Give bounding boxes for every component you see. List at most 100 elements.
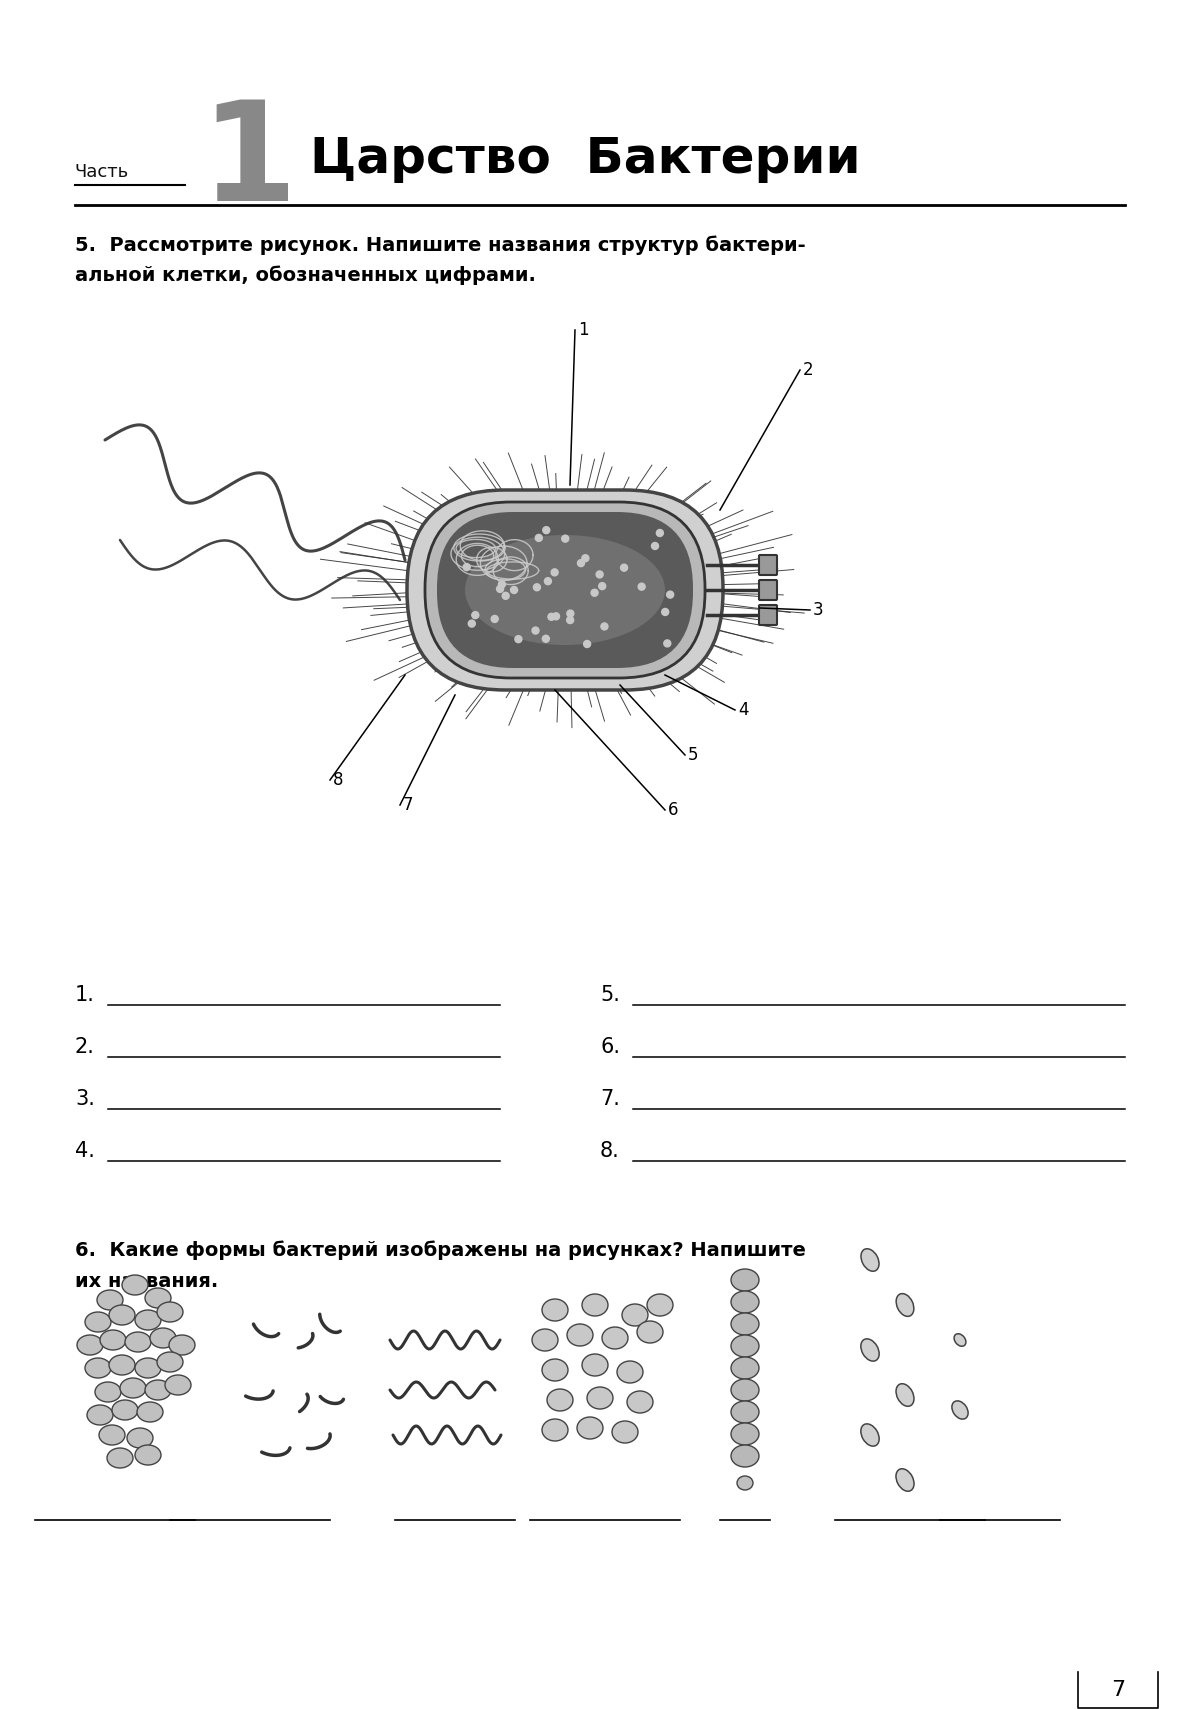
Ellipse shape	[731, 1335, 760, 1357]
Circle shape	[656, 530, 664, 537]
Circle shape	[667, 591, 673, 598]
Ellipse shape	[88, 1405, 113, 1425]
Text: 8: 8	[334, 771, 343, 790]
Text: 5.: 5.	[600, 984, 620, 1005]
Circle shape	[551, 569, 558, 576]
Ellipse shape	[860, 1338, 880, 1360]
Text: 6: 6	[668, 802, 678, 819]
Text: 3: 3	[814, 602, 823, 619]
Ellipse shape	[120, 1377, 146, 1398]
Text: Часть: Часть	[74, 162, 130, 181]
Ellipse shape	[860, 1424, 880, 1446]
Text: 7.: 7.	[600, 1089, 620, 1109]
Circle shape	[515, 636, 522, 643]
Ellipse shape	[602, 1326, 628, 1348]
Circle shape	[592, 590, 598, 596]
Text: 6.  Какие формы бактерий изображены на рисунках? Напишите: 6. Какие формы бактерий изображены на ри…	[74, 1241, 806, 1260]
Ellipse shape	[731, 1357, 760, 1379]
Ellipse shape	[731, 1446, 760, 1466]
Ellipse shape	[137, 1401, 163, 1422]
Ellipse shape	[542, 1418, 568, 1441]
Text: 4.: 4.	[74, 1142, 95, 1160]
Circle shape	[497, 586, 504, 593]
Text: 7: 7	[403, 796, 414, 813]
Ellipse shape	[731, 1313, 760, 1335]
Ellipse shape	[582, 1294, 608, 1316]
Ellipse shape	[582, 1354, 608, 1376]
Ellipse shape	[896, 1468, 914, 1492]
Circle shape	[566, 610, 574, 617]
Circle shape	[599, 583, 606, 590]
Circle shape	[498, 581, 505, 588]
FancyBboxPatch shape	[760, 555, 778, 574]
Text: альной клетки, обозначенных цифрами.: альной клетки, обозначенных цифрами.	[74, 265, 536, 285]
Text: 4: 4	[738, 701, 749, 719]
Text: 2.: 2.	[74, 1037, 95, 1056]
Ellipse shape	[731, 1401, 760, 1424]
Ellipse shape	[532, 1330, 558, 1352]
Ellipse shape	[612, 1420, 638, 1442]
Text: их названия.: их названия.	[74, 1271, 218, 1290]
Ellipse shape	[617, 1360, 643, 1383]
Ellipse shape	[647, 1294, 673, 1316]
Circle shape	[532, 627, 539, 634]
Ellipse shape	[731, 1270, 760, 1290]
Circle shape	[583, 641, 590, 648]
Text: 7: 7	[1111, 1680, 1126, 1700]
Text: 6.: 6.	[600, 1037, 620, 1056]
Circle shape	[596, 571, 604, 578]
Ellipse shape	[637, 1321, 662, 1343]
Ellipse shape	[134, 1359, 161, 1377]
Ellipse shape	[737, 1477, 754, 1490]
Ellipse shape	[157, 1302, 182, 1323]
Ellipse shape	[731, 1290, 760, 1313]
Ellipse shape	[542, 1299, 568, 1321]
Ellipse shape	[109, 1355, 134, 1376]
Ellipse shape	[109, 1306, 134, 1324]
Ellipse shape	[896, 1294, 914, 1316]
Ellipse shape	[127, 1429, 154, 1448]
Ellipse shape	[622, 1304, 648, 1326]
Circle shape	[463, 564, 470, 571]
Ellipse shape	[97, 1290, 124, 1311]
Circle shape	[468, 620, 475, 627]
Circle shape	[582, 555, 589, 562]
Ellipse shape	[731, 1379, 760, 1401]
Ellipse shape	[145, 1379, 172, 1400]
Ellipse shape	[954, 1333, 966, 1347]
FancyBboxPatch shape	[760, 579, 778, 600]
Ellipse shape	[145, 1289, 172, 1307]
Ellipse shape	[85, 1359, 112, 1377]
Circle shape	[577, 559, 584, 567]
Ellipse shape	[568, 1324, 593, 1347]
Ellipse shape	[122, 1275, 148, 1295]
Ellipse shape	[896, 1384, 914, 1407]
Circle shape	[542, 636, 550, 643]
Ellipse shape	[166, 1376, 191, 1395]
Ellipse shape	[542, 1359, 568, 1381]
Circle shape	[472, 612, 479, 619]
Circle shape	[534, 584, 540, 591]
Circle shape	[510, 586, 517, 593]
Circle shape	[638, 583, 646, 590]
Ellipse shape	[150, 1328, 176, 1348]
Ellipse shape	[466, 535, 665, 644]
Ellipse shape	[107, 1448, 133, 1468]
Ellipse shape	[112, 1400, 138, 1420]
Circle shape	[548, 614, 554, 620]
Text: 5.  Рассмотрите рисунок. Напишите названия структур бактери-: 5. Рассмотрите рисунок. Напишите названи…	[74, 236, 805, 255]
Ellipse shape	[587, 1388, 613, 1408]
Text: 3.: 3.	[74, 1089, 95, 1109]
Circle shape	[664, 639, 671, 648]
Text: Царство  Бактерии: Царство Бактерии	[310, 135, 860, 183]
Circle shape	[545, 578, 552, 584]
Text: 1: 1	[200, 96, 296, 231]
Ellipse shape	[731, 1424, 760, 1446]
Ellipse shape	[125, 1331, 151, 1352]
Text: 1.: 1.	[74, 984, 95, 1005]
Text: 8.: 8.	[600, 1142, 619, 1160]
Ellipse shape	[169, 1335, 194, 1355]
Text: 1: 1	[578, 321, 589, 338]
FancyBboxPatch shape	[760, 605, 778, 625]
Ellipse shape	[628, 1391, 653, 1413]
